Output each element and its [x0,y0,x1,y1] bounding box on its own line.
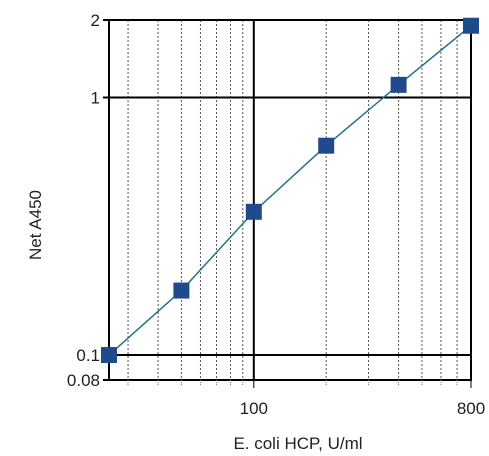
x-tick-label: 800 [457,399,485,418]
y-axis-label: Net A450 [26,190,45,260]
y-tick-label: 0.1 [76,346,100,365]
plot-frame [108,19,472,381]
y-tick-label: 1 [91,89,100,108]
data-point-marker [318,137,335,154]
y-tick-label: 2 [91,11,100,30]
series-layer [101,17,479,364]
data-point-marker [101,347,117,364]
x-tick-label: 100 [240,399,268,418]
data-point-marker [245,203,262,220]
data-point-marker [173,282,190,299]
y-tick-label: 0.08 [67,371,100,390]
grid-layer [103,19,472,381]
series-line [108,25,472,356]
data-point-marker [390,76,407,93]
x-axis-label: E. coli HCP, U/ml [233,434,362,453]
tick-layer: 2 1 0.1 0.08 100 800 [67,11,485,418]
data-point-marker [463,17,479,34]
